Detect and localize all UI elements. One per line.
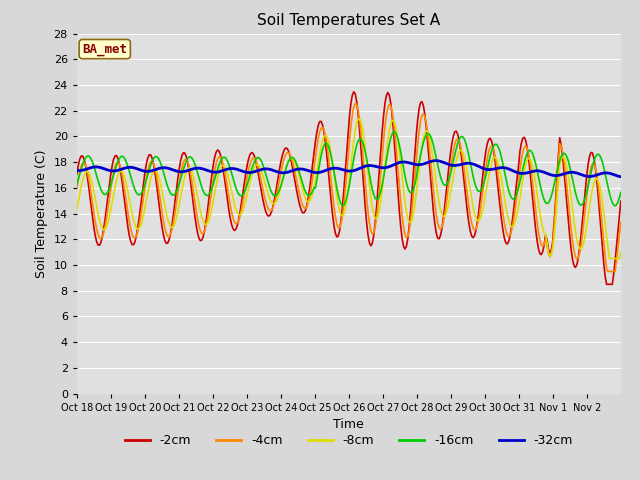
Text: BA_met: BA_met: [82, 43, 127, 56]
Title: Soil Temperatures Set A: Soil Temperatures Set A: [257, 13, 440, 28]
Y-axis label: Soil Temperature (C): Soil Temperature (C): [35, 149, 48, 278]
X-axis label: Time: Time: [333, 418, 364, 431]
Legend: -2cm, -4cm, -8cm, -16cm, -32cm: -2cm, -4cm, -8cm, -16cm, -32cm: [120, 429, 578, 452]
